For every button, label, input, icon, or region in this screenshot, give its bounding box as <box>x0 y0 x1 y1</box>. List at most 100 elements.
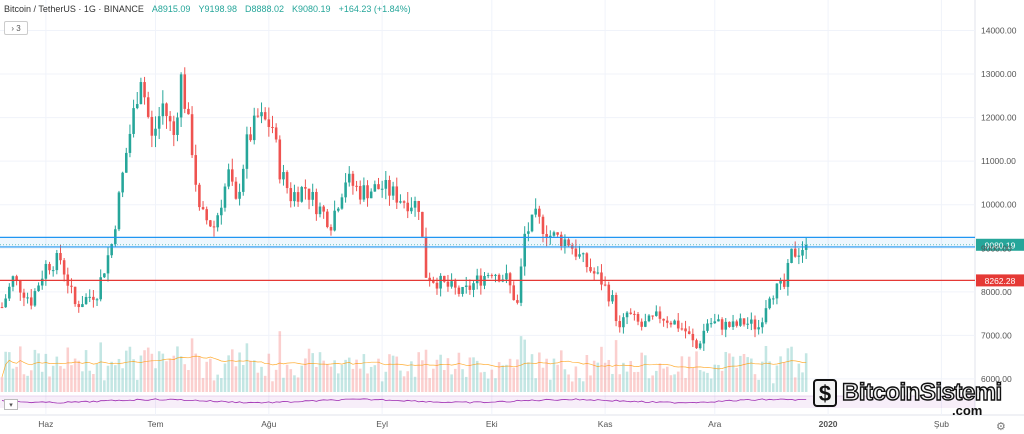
candle-body <box>161 103 165 117</box>
volume-bar <box>581 381 585 392</box>
volume-bar <box>713 364 717 392</box>
candle-body <box>589 267 592 272</box>
candle-body <box>709 323 713 325</box>
candle-body <box>183 74 187 109</box>
candle-body <box>157 116 161 129</box>
symbol-title[interactable]: Bitcoin / TetherUS · 1G · BINANCE <box>4 4 144 14</box>
volume-bar <box>450 374 453 392</box>
volume-bar <box>468 357 472 392</box>
volume-bar <box>337 373 340 392</box>
indicator-series <box>1 398 807 404</box>
volume-bar <box>684 377 687 392</box>
candle-body <box>508 273 512 286</box>
volume-bar <box>241 365 245 392</box>
volume-bar <box>771 383 775 392</box>
volume-bar <box>574 366 578 392</box>
candle-body <box>779 280 782 284</box>
candle-body <box>362 185 366 200</box>
candle-body <box>761 322 764 328</box>
candle-body <box>464 285 468 287</box>
volume-bar <box>267 353 271 392</box>
candle-body <box>165 103 168 117</box>
volume-bar <box>187 370 190 392</box>
candle-body <box>366 185 369 199</box>
candle-body <box>611 294 614 302</box>
volume-bar <box>406 371 410 392</box>
candle-body <box>344 182 347 198</box>
candle-body <box>274 127 278 140</box>
volume-bar <box>801 372 804 392</box>
volume-bar <box>538 352 541 392</box>
volume-bar <box>231 349 234 392</box>
volume-bar <box>201 377 205 392</box>
candle-body <box>22 292 26 298</box>
candle-body <box>114 229 117 245</box>
candle-body <box>51 270 55 272</box>
volume-bar <box>746 357 749 392</box>
candle-body <box>194 155 198 185</box>
candle-body <box>40 278 44 286</box>
volume-bar <box>95 363 99 392</box>
volume-bar <box>647 378 651 392</box>
candle-body <box>523 233 526 267</box>
volume-bar <box>168 359 172 392</box>
candle-body <box>406 202 410 212</box>
candle-body <box>55 253 59 271</box>
gear-icon[interactable]: ⚙ <box>996 421 1006 433</box>
candle-body <box>647 315 651 322</box>
y-tick-label: 10000.00 <box>981 200 1017 210</box>
candle-body <box>717 319 720 322</box>
candle-body <box>358 186 362 200</box>
candle-body <box>519 266 523 303</box>
candle-body <box>267 119 271 127</box>
volume-bar <box>198 356 201 392</box>
volume-bar <box>724 351 728 392</box>
candle-body <box>263 112 267 120</box>
volume-bar <box>362 354 366 392</box>
horizontal-lines: 9080.19 8262.28 <box>0 236 1024 287</box>
candle-body <box>538 208 541 217</box>
candle-body <box>684 328 687 332</box>
volume-bar <box>461 369 464 392</box>
volume-bar <box>366 373 369 392</box>
volume-bar <box>786 348 790 392</box>
candle-body <box>260 112 263 117</box>
candle-body <box>753 319 757 330</box>
candle-body <box>81 304 84 308</box>
candle-body <box>574 248 578 257</box>
pane-collapse-toggle[interactable]: ▾ <box>4 399 18 410</box>
volume-bar <box>73 358 77 392</box>
volume-bar <box>479 372 483 392</box>
volume-bar <box>194 353 198 392</box>
candle-body <box>179 74 183 118</box>
volume-bar <box>790 346 793 392</box>
candle-body <box>29 297 33 306</box>
volume-bar <box>413 376 417 392</box>
volume-bar <box>417 352 420 392</box>
volume-bar <box>432 368 435 392</box>
grid <box>0 0 1024 416</box>
volume-bar <box>797 363 801 392</box>
volume-bar <box>757 379 760 392</box>
volume-bar <box>99 342 102 392</box>
candle-body <box>216 215 219 228</box>
candle-body <box>326 211 329 228</box>
volume-bar <box>172 355 176 392</box>
volume-bar <box>578 378 581 392</box>
volume-bar <box>212 380 216 392</box>
volume-bar <box>150 353 154 392</box>
candle-body <box>26 297 29 299</box>
volume-bar <box>395 356 399 392</box>
volume-bar <box>399 370 402 392</box>
volume-bar <box>146 347 150 392</box>
candle-body <box>329 227 333 231</box>
x-tick-label: Ağu <box>261 419 276 429</box>
candle-body <box>347 173 351 183</box>
candle-body <box>15 276 18 281</box>
volume-bar <box>775 365 779 392</box>
indicators-toggle[interactable]: › 3 <box>4 21 28 35</box>
y-tick-label: 12000.00 <box>981 113 1017 123</box>
candle-body <box>731 321 735 327</box>
volume-bar <box>556 364 559 392</box>
volume-bar <box>552 358 556 392</box>
